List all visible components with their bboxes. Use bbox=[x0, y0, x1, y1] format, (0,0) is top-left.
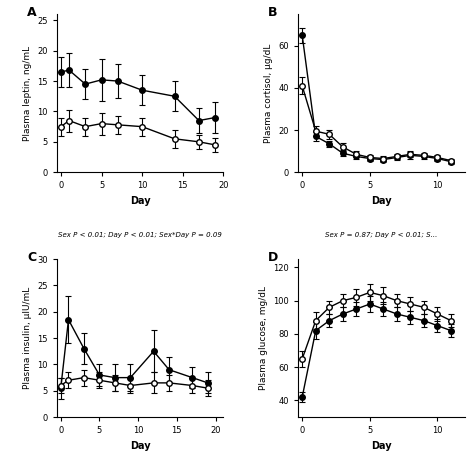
X-axis label: Day: Day bbox=[130, 196, 150, 206]
Text: Sex P = 0.87; Day P < 0.01; S...: Sex P = 0.87; Day P < 0.01; S... bbox=[325, 232, 438, 238]
Text: D: D bbox=[268, 251, 278, 264]
Text: B: B bbox=[268, 6, 278, 19]
Text: A: A bbox=[27, 6, 36, 19]
X-axis label: Day: Day bbox=[130, 441, 150, 451]
Y-axis label: Plasma cortisol, μg/dL: Plasma cortisol, μg/dL bbox=[264, 44, 273, 143]
Text: C: C bbox=[27, 251, 36, 264]
X-axis label: Day: Day bbox=[371, 196, 392, 206]
X-axis label: Day: Day bbox=[371, 441, 392, 451]
Y-axis label: Plasma leptin, ng/mL: Plasma leptin, ng/mL bbox=[23, 46, 32, 141]
Text: Sex P < 0.01; Day P < 0.01; Sex*Day P = 0.09: Sex P < 0.01; Day P < 0.01; Sex*Day P = … bbox=[58, 232, 222, 238]
Y-axis label: Plasma glucose, mg/dL: Plasma glucose, mg/dL bbox=[259, 286, 268, 390]
Y-axis label: Plasma insulin, μIU/mL: Plasma insulin, μIU/mL bbox=[23, 287, 32, 389]
